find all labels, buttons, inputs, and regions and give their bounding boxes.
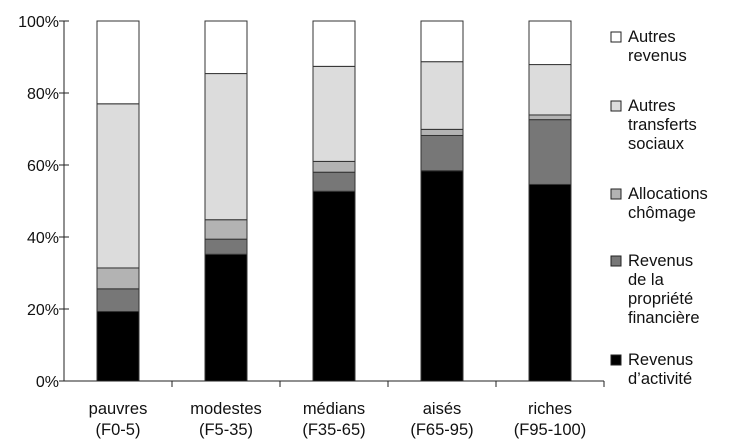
- bar-segment-3-4: [420, 128, 464, 136]
- bar-segment-4-1: [96, 103, 140, 269]
- x-tick-label-line: (F95-100): [514, 421, 586, 439]
- legend-swatch-5: [610, 354, 622, 366]
- x-tick-label-2: modestes (F5-35): [190, 400, 262, 439]
- bar-segment-3-2: [204, 219, 248, 240]
- legend-label-line: Revenus: [628, 351, 693, 369]
- y-tick-label-2: 20%: [27, 302, 59, 319]
- axes: 0% 20% 40% 60% 80% 100% pauvres (F0-5) modestes (…: [18, 14, 605, 439]
- x-tick-label-1: pauvres (F0-5): [89, 400, 148, 439]
- bar-segment-4-3: [312, 65, 356, 162]
- y-tick-label-3: 40%: [27, 230, 59, 247]
- bar-segment-2-1: [96, 288, 140, 313]
- x-tick-label-line: médians: [303, 400, 365, 418]
- x-tick-label-line: aisés: [423, 400, 462, 418]
- legend-label-line: propriété: [628, 290, 693, 308]
- legend-swatch-2: [610, 100, 622, 112]
- bar-segment-5-4: [420, 20, 464, 63]
- bar-segment-4-2: [204, 73, 248, 221]
- legend-label-5: Revenus d’activité: [628, 351, 693, 388]
- legend-swatch-1: [610, 31, 622, 43]
- x-tick-label-line: pauvres: [89, 400, 148, 418]
- x-tick-label-4: aisés (F65-95): [410, 400, 473, 439]
- bar-segment-2-3: [312, 171, 356, 192]
- legend-label-line: financière: [628, 309, 700, 327]
- legend-label-line: chômage: [628, 204, 696, 222]
- legend-swatch-4: [610, 255, 622, 267]
- bar-segment-5-1: [96, 20, 140, 105]
- y-tick-label-5: 80%: [27, 86, 59, 103]
- bar-segment-5-5: [528, 20, 572, 66]
- legend-label-line: revenus: [628, 47, 687, 65]
- legend-label-line: de la: [628, 271, 665, 289]
- legend-label-line: Allocations: [628, 185, 708, 203]
- x-tick-label-line: (F5-35): [199, 421, 253, 439]
- x-tick-label-line: (F0-5): [96, 421, 141, 439]
- legend-label-1: Autres revenus: [628, 28, 687, 65]
- legend-label-line: sociaux: [628, 135, 685, 153]
- bar-segment-3-3: [312, 160, 356, 173]
- plot-area: [96, 20, 572, 382]
- x-tick-label-line: modestes: [190, 400, 262, 418]
- bar-segment-1-2: [204, 253, 248, 382]
- legend-label-line: d’activité: [628, 370, 692, 388]
- bar-segment-4-4: [420, 61, 464, 130]
- legend-label-line: Revenus: [628, 252, 693, 270]
- legend-label-4: Revenus de la propriété financière: [628, 252, 700, 327]
- legend-label-line: transferts: [628, 116, 697, 134]
- legend-label-2: Autres transferts sociaux: [628, 97, 697, 153]
- bar-segment-1-3: [312, 190, 356, 382]
- legend-swatch-3: [610, 188, 622, 200]
- x-tick-label-line: (F35-65): [302, 421, 365, 439]
- bar-segment-2-5: [528, 119, 572, 185]
- bar-segment-3-5: [528, 114, 572, 121]
- bar-segment-3-1: [96, 267, 140, 290]
- y-tick-label-6: 100%: [18, 14, 59, 31]
- legend-label-line: Autres: [628, 97, 676, 115]
- bar-segment-1-1: [96, 311, 140, 382]
- bar-segment-1-4: [420, 170, 464, 382]
- x-tick-label-line: (F65-95): [410, 421, 473, 439]
- x-tick-label-line: riches: [528, 400, 572, 418]
- legend-label-line: Autres: [628, 28, 676, 46]
- bar-segment-4-5: [528, 64, 572, 116]
- bar-segment-5-3: [312, 20, 356, 67]
- y-tick-label-4: 60%: [27, 158, 59, 175]
- y-tick-label-1: 0%: [36, 374, 59, 391]
- x-tick-label-5: riches (F95-100): [514, 400, 586, 439]
- legend-label-3: Allocations chômage: [628, 185, 708, 222]
- bar-segment-2-4: [420, 134, 464, 172]
- bar-segment-2-2: [204, 238, 248, 255]
- x-tick-label-3: médians (F35-65): [302, 400, 365, 439]
- bar-segment-5-2: [204, 20, 248, 75]
- bar-segment-1-5: [528, 183, 572, 382]
